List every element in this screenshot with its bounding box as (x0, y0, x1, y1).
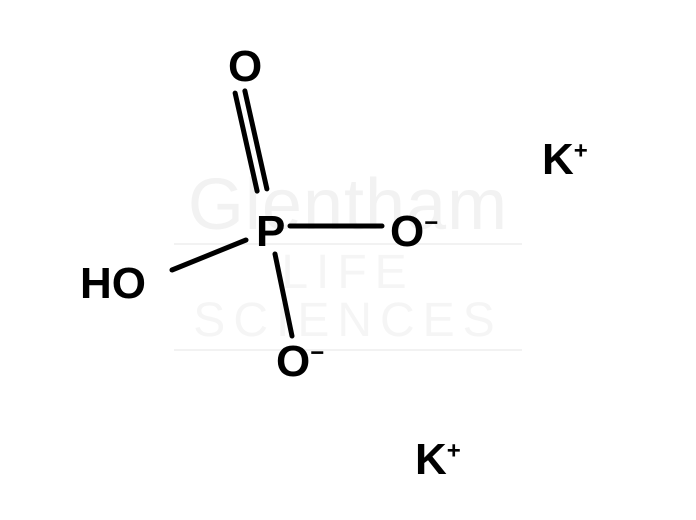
charge: − (310, 339, 324, 366)
atom-K1: K+ (542, 138, 588, 182)
atom-O_top: O (228, 45, 262, 89)
atom-K2: K+ (415, 438, 461, 482)
charge: + (574, 137, 588, 164)
charge: + (447, 437, 461, 464)
atom-O_right: O− (390, 210, 438, 254)
atom-P: P (256, 210, 285, 254)
atom-O_bottom: O− (276, 340, 324, 384)
charge: − (424, 209, 438, 236)
atom-HO_left: HO (80, 262, 146, 306)
